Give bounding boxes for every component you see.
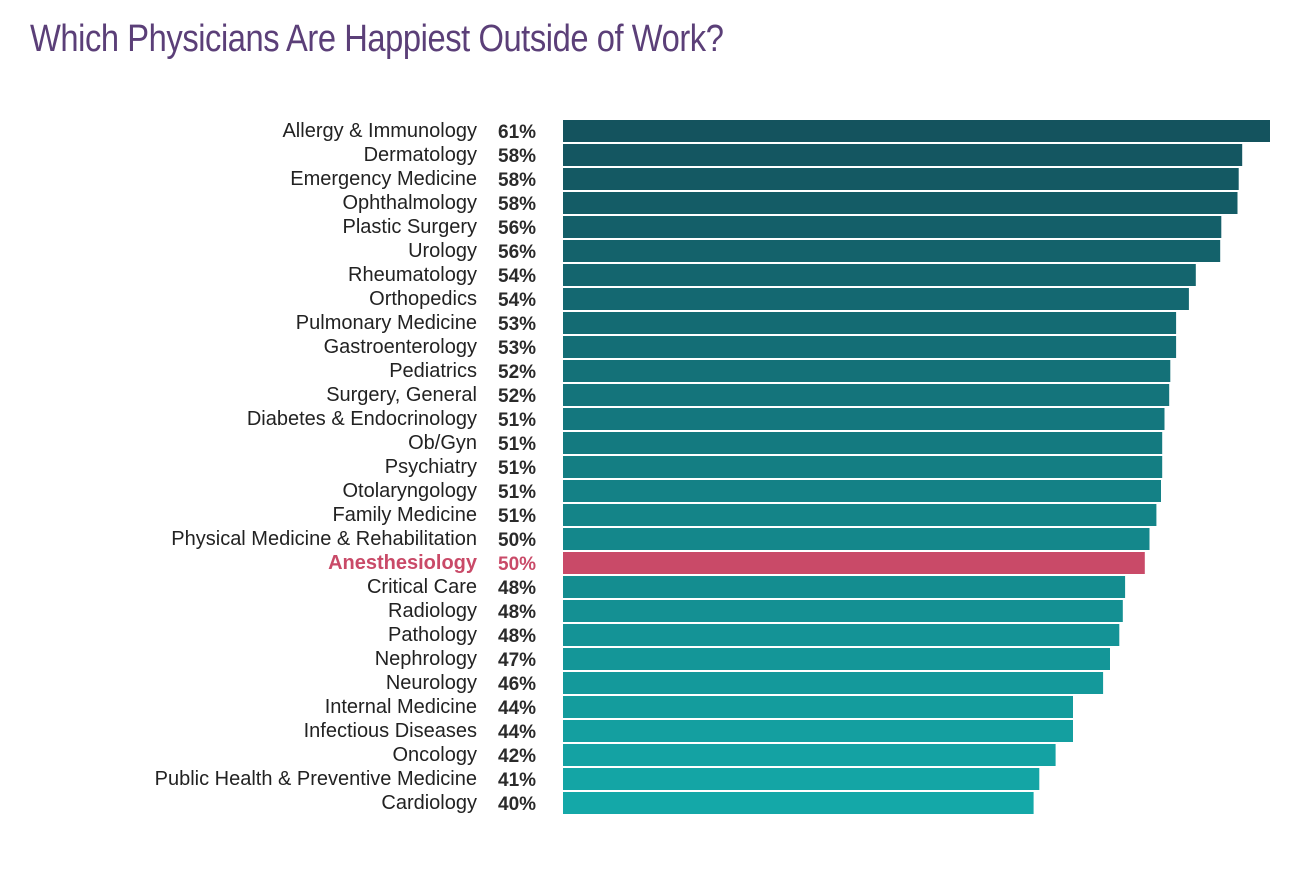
category-label: Pediatrics bbox=[389, 360, 477, 382]
value-label: 41% bbox=[498, 770, 536, 791]
value-label: 44% bbox=[498, 698, 536, 719]
bar-radiology bbox=[563, 600, 1123, 622]
bar-ob-gyn bbox=[563, 432, 1163, 454]
bar-surgery-general bbox=[563, 384, 1170, 406]
category-label: Critical Care bbox=[367, 576, 477, 598]
category-label: Public Health & Preventive Medicine bbox=[155, 768, 477, 790]
category-labels: Allergy & ImmunologyDermatologyEmergency… bbox=[155, 120, 478, 814]
bar-public-health-preventive-medicine bbox=[563, 768, 1040, 790]
value-label: 48% bbox=[498, 626, 536, 647]
bar-otolaryngology bbox=[563, 480, 1161, 502]
category-label: Urology bbox=[408, 240, 477, 262]
category-label: Physical Medicine & Rehabilitation bbox=[171, 528, 477, 550]
bar-pediatrics bbox=[563, 360, 1171, 382]
bar-pulmonary-medicine bbox=[563, 312, 1177, 334]
category-label: Ob/Gyn bbox=[408, 432, 477, 454]
category-label: Radiology bbox=[388, 600, 477, 622]
category-label: Pathology bbox=[388, 624, 477, 646]
value-label: 52% bbox=[498, 362, 536, 383]
bar-emergency-medicine bbox=[563, 168, 1239, 190]
value-label: 48% bbox=[498, 602, 536, 623]
bar-family-medicine bbox=[563, 504, 1157, 526]
bar-neurology bbox=[563, 672, 1104, 694]
bar-urology bbox=[563, 240, 1221, 262]
category-label: Otolaryngology bbox=[342, 480, 477, 502]
bar-oncology bbox=[563, 744, 1056, 766]
value-label: 53% bbox=[498, 338, 536, 359]
category-label: Surgery, General bbox=[326, 384, 477, 406]
bar-allergy-immunology bbox=[563, 120, 1270, 142]
category-label: Plastic Surgery bbox=[343, 216, 478, 238]
value-label: 56% bbox=[498, 218, 536, 239]
value-label: 44% bbox=[498, 722, 536, 743]
value-label: 58% bbox=[498, 194, 536, 215]
category-label: Oncology bbox=[393, 744, 478, 766]
bar-rheumatology bbox=[563, 264, 1196, 286]
value-label: 56% bbox=[498, 242, 536, 263]
category-label: Family Medicine bbox=[333, 504, 477, 526]
bar-gastroenterology bbox=[563, 336, 1177, 358]
category-label: Nephrology bbox=[375, 648, 477, 670]
value-label: 51% bbox=[498, 434, 536, 455]
value-label: 47% bbox=[498, 650, 536, 671]
category-label: Diabetes & Endocrinology bbox=[247, 408, 477, 430]
bar-orthopedics bbox=[563, 288, 1189, 310]
value-label: 53% bbox=[498, 314, 536, 335]
value-label: 42% bbox=[498, 746, 536, 767]
bar-infectious-diseases bbox=[563, 720, 1073, 742]
category-label: Orthopedics bbox=[369, 288, 477, 310]
category-label: Pulmonary Medicine bbox=[296, 312, 477, 334]
value-label: 46% bbox=[498, 674, 536, 695]
value-label: 51% bbox=[498, 506, 536, 527]
value-label: 51% bbox=[498, 482, 536, 503]
category-label: Cardiology bbox=[381, 792, 477, 814]
chart-title: Which Physicians Are Happiest Outside of… bbox=[30, 18, 724, 60]
bar-internal-medicine bbox=[563, 696, 1073, 718]
value-labels: 61% 58% 58% 58% 56% 56% 54% 54% 53% 53% 52% 52% 51% 5… bbox=[498, 122, 536, 815]
bar-cardiology bbox=[563, 792, 1034, 814]
category-label: Psychiatry bbox=[385, 456, 477, 478]
bars-group bbox=[563, 120, 1270, 814]
category-label: Infectious Diseases bbox=[304, 720, 477, 742]
category-label: Allergy & Immunology bbox=[282, 120, 477, 142]
value-label: 52% bbox=[498, 386, 536, 407]
value-label: 54% bbox=[498, 266, 536, 287]
category-label: Internal Medicine bbox=[325, 696, 477, 718]
bar-diabetes-endocrinology bbox=[563, 408, 1165, 430]
category-label: Emergency Medicine bbox=[290, 168, 477, 190]
category-label: Rheumatology bbox=[348, 264, 477, 286]
bar-plastic-surgery bbox=[563, 216, 1222, 238]
value-label: 50% bbox=[498, 554, 536, 575]
bar-nephrology bbox=[563, 648, 1110, 670]
bar-critical-care bbox=[563, 576, 1126, 598]
bar-physical-medicine-rehabilitation bbox=[563, 528, 1150, 550]
value-label: 51% bbox=[498, 410, 536, 431]
category-label: Dermatology bbox=[364, 144, 477, 166]
bar-pathology bbox=[563, 624, 1120, 646]
value-label: 54% bbox=[498, 290, 536, 311]
value-label: 48% bbox=[498, 578, 536, 599]
category-label: Gastroenterology bbox=[324, 336, 477, 358]
category-label: Ophthalmology bbox=[342, 192, 477, 214]
bar-psychiatry bbox=[563, 456, 1163, 478]
bar-dermatology bbox=[563, 144, 1243, 166]
value-label: 58% bbox=[498, 146, 536, 167]
category-label: Neurology bbox=[386, 672, 477, 694]
value-label: 58% bbox=[498, 170, 536, 191]
category-label: Anesthesiology bbox=[328, 552, 478, 574]
value-label: 51% bbox=[498, 458, 536, 479]
value-label: 61% bbox=[498, 122, 536, 143]
value-label: 50% bbox=[498, 530, 536, 551]
value-label: 40% bbox=[498, 794, 536, 815]
bar-anesthesiology bbox=[563, 552, 1145, 574]
bar-ophthalmology bbox=[563, 192, 1238, 214]
